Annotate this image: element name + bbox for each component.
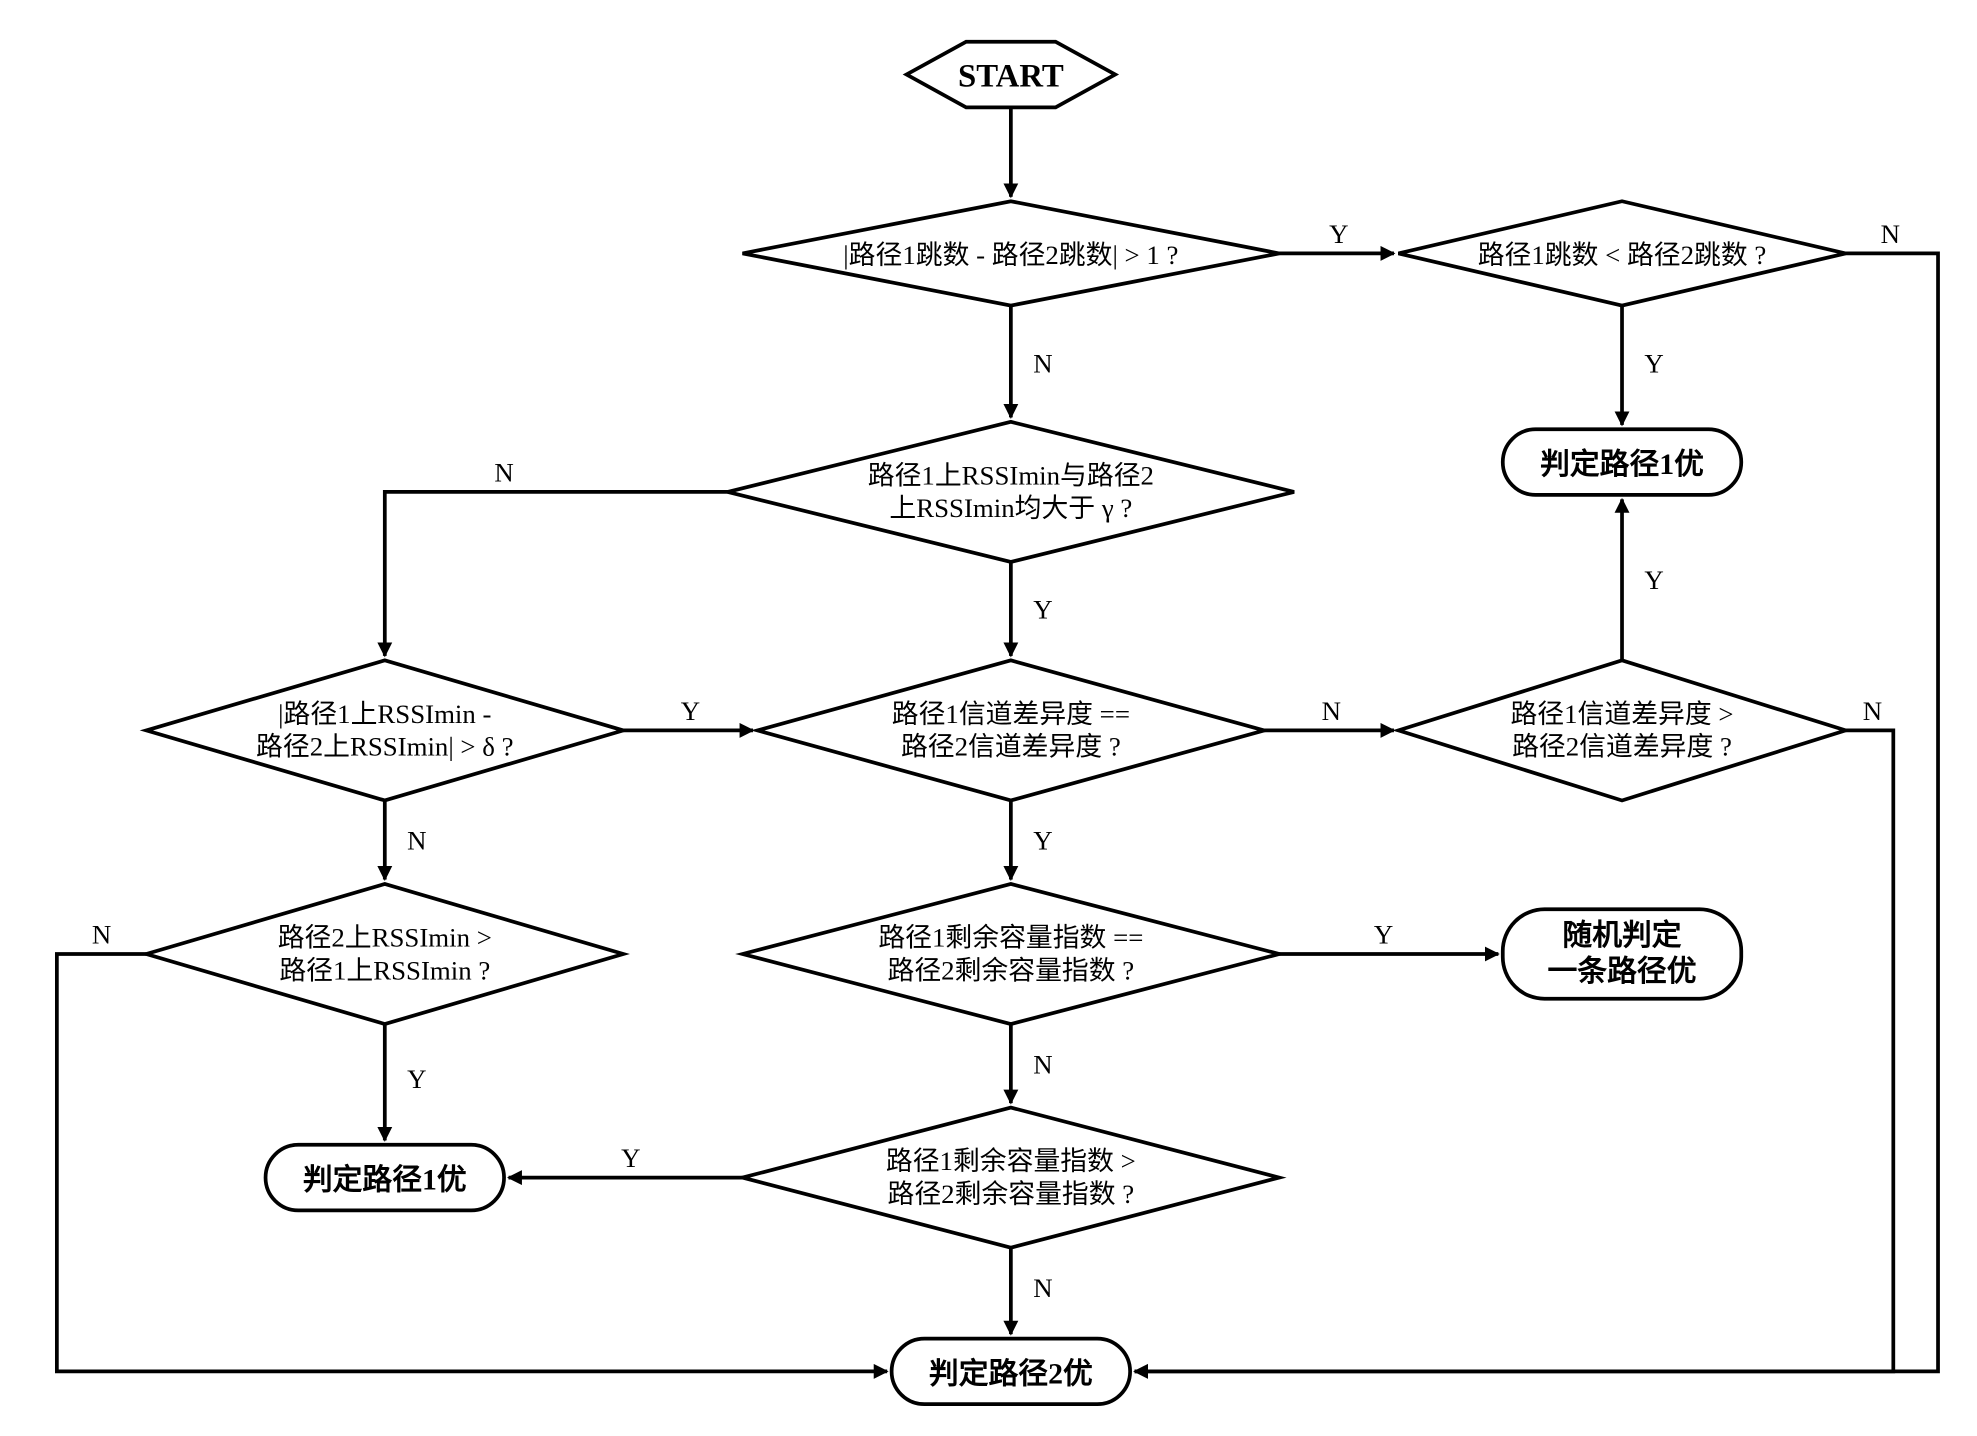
label-d2-y: Y: [1644, 349, 1663, 379]
d3-line1: 路径1上RSSImin与路径2: [868, 460, 1154, 490]
d9-line2: 路径2剩余容量指数 ?: [888, 1179, 1135, 1209]
label-d7-n: N: [1033, 1049, 1052, 1079]
start-label: START: [958, 58, 1064, 94]
d8-line2: 路径1上RSSImin ?: [279, 955, 490, 985]
d5-line2: 路径2信道差异度 ?: [1512, 732, 1732, 762]
d2-text: 路径1跳数 < 路径2跳数 ?: [1478, 240, 1767, 270]
label-d9-y: Y: [621, 1143, 640, 1173]
label-d3-y: Y: [1033, 595, 1052, 625]
t2-line1: 随机判定: [1562, 918, 1681, 952]
d5-line1: 路径1信道差异度 >: [1510, 699, 1733, 729]
label-d5-n: N: [1863, 696, 1882, 726]
terminal-random: 随机判定 一条路径优: [1503, 909, 1742, 998]
decision-rssi-gamma: 路径1上RSSImin与路径2 上RSSImin均大于 γ ?: [728, 422, 1294, 562]
edge-d3-d6: [385, 492, 728, 656]
edge-d5-t4: [1135, 730, 1894, 1371]
label-d6-y: Y: [681, 696, 700, 726]
label-d7-y: Y: [1374, 920, 1393, 950]
decision-capacity-eq: 路径1剩余容量指数 == 路径2剩余容量指数 ?: [743, 884, 1280, 1024]
d9-line1: 路径1剩余容量指数 >: [886, 1146, 1136, 1176]
decision-rssi-delta: |路径1上RSSImin - 路径2上RSSImin| > δ ?: [146, 660, 623, 800]
d7-line1: 路径1剩余容量指数 ==: [878, 923, 1143, 953]
terminal-path2: 判定路径2优: [892, 1339, 1131, 1405]
d6-line1: |路径1上RSSImin -: [278, 699, 491, 729]
edge-d8-t4: [57, 954, 887, 1371]
start-node: START: [907, 42, 1116, 108]
terminal-path1-top: 判定路径1优: [1503, 429, 1742, 495]
d4-line1: 路径1信道差异度 ==: [892, 699, 1130, 729]
decision-channel-gt: 路径1信道差异度 > 路径2信道差异度 ?: [1398, 660, 1845, 800]
edge-d2-t4: [1135, 253, 1938, 1371]
terminal-path1-left: 判定路径1优: [266, 1145, 505, 1211]
decision-channel-eq: 路径1信道差异度 == 路径2信道差异度 ?: [757, 660, 1264, 800]
label-d2-n: N: [1881, 219, 1900, 249]
d3-line2: 上RSSImin均大于 γ ?: [889, 493, 1132, 523]
label-d8-y: Y: [407, 1064, 426, 1094]
flowchart-canvas: START |路径1跳数 - 路径2跳数| > 1 ? 路径1跳数 < 路径2跳…: [0, 0, 1977, 1431]
d7-line2: 路径2剩余容量指数 ?: [888, 955, 1135, 985]
d4-line2: 路径2信道差异度 ?: [901, 732, 1121, 762]
label-d1-n: N: [1033, 349, 1052, 379]
label-d6-n: N: [407, 826, 426, 856]
label-d4-n: N: [1322, 696, 1341, 726]
label-d8-n: N: [92, 920, 111, 950]
d6-line2: 路径2上RSSImin| > δ ?: [256, 732, 513, 762]
decision-capacity-gt: 路径1剩余容量指数 > 路径2剩余容量指数 ?: [743, 1108, 1280, 1248]
label-d3-n: N: [494, 457, 513, 487]
label-d4-y: Y: [1033, 826, 1052, 856]
decision-rssi-compare: 路径2上RSSImin > 路径1上RSSImin ?: [146, 884, 623, 1024]
t4-text: 判定路径2优: [929, 1356, 1093, 1390]
label-d5-y: Y: [1644, 565, 1663, 595]
decision-hop-compare: 路径1跳数 < 路径2跳数 ?: [1398, 201, 1845, 305]
label-d9-n: N: [1033, 1273, 1052, 1303]
decision-hop-diff: |路径1跳数 - 路径2跳数| > 1 ?: [743, 201, 1280, 305]
t3-text: 判定路径1优: [303, 1163, 467, 1197]
t2-line2: 一条路径优: [1548, 955, 1697, 988]
label-d1-y: Y: [1329, 219, 1348, 249]
d8-line1: 路径2上RSSImin >: [278, 923, 492, 953]
d1-text: |路径1跳数 - 路径2跳数| > 1 ?: [843, 240, 1178, 270]
t1-text: 判定路径1优: [1540, 447, 1704, 481]
